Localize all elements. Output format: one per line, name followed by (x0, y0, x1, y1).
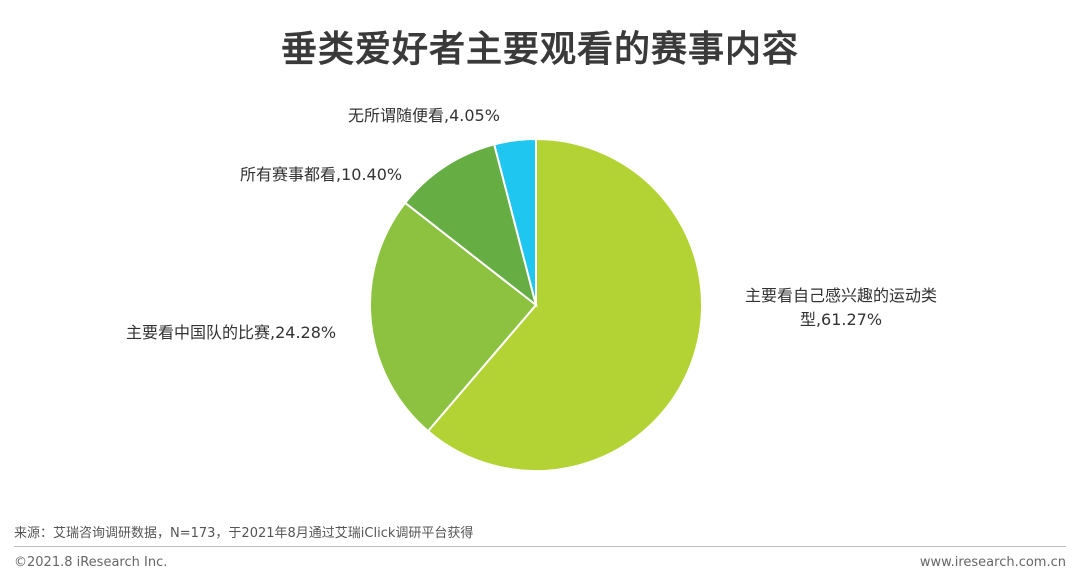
slice-label-casual: 无所谓随便看,4.05% (348, 106, 500, 125)
pie-chart: 主要看自己感兴趣的运动类型,61.27% 主要看中国队的比赛,24.28% 所有… (126, 106, 937, 472)
copyright-text: ©2021.8 iResearch Inc. (14, 555, 168, 570)
pie-chart-svg (369, 137, 703, 472)
website-text: www.iresearch.com.cn (919, 555, 1066, 570)
slice-casual (492, 137, 537, 306)
slice-label-china-team: 主要看中国队的比赛,24.28% (126, 323, 337, 342)
slice-main-interest (426, 137, 703, 472)
slice-china-team (369, 201, 538, 433)
chart-title: 垂类爱好者主要观看的赛事内容 (280, 29, 799, 70)
footer-divider (14, 546, 1066, 547)
slice-all-events (403, 143, 538, 308)
data-source-note: 来源：艾瑞咨询调研数据，N=173，于2021年8月通过艾瑞iClick调研平台… (14, 526, 474, 541)
slice-label-all-events: 所有赛事都看,10.40% (240, 165, 403, 184)
slice-label-main-interest: 主要看自己感兴趣的运动类型,61.27% (744, 286, 937, 329)
